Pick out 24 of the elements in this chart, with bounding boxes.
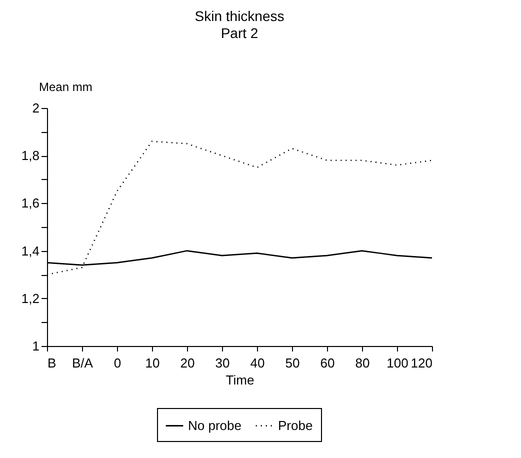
x-axis-title: Time [226,372,254,388]
y-tick-label: 1 [32,338,40,354]
x-tick-label: 50 [285,356,300,370]
y-tick-label: 1,8 [21,148,40,164]
x-tick-label: 40 [250,356,265,370]
y-axis-title: Mean mm [39,80,92,94]
y-tick-label: 2 [32,100,40,116]
y-tick-label: 1,6 [21,196,40,211]
x-tick-label: B/A [72,356,94,370]
x-tick-label: 80 [355,356,370,370]
x-tick-label: 10 [145,356,160,370]
legend-label: Probe [278,418,313,433]
legend-label: No probe [188,418,242,433]
x-tick-label: 30 [215,356,230,370]
x-tick-label: 60 [320,356,335,370]
x-tick-label: B [48,356,56,370]
x-tick-label: 100 [386,356,408,370]
y-tick-label: 1,2 [21,290,40,306]
x-tick-label: 20 [180,356,195,370]
y-tick-label: 1,4 [21,243,40,258]
chart-title: Skin thickness [194,8,284,24]
x-tick-label: 120 [410,356,432,370]
x-tick-label: 0 [114,356,122,370]
chart-subtitle: Part 2 [220,25,258,41]
